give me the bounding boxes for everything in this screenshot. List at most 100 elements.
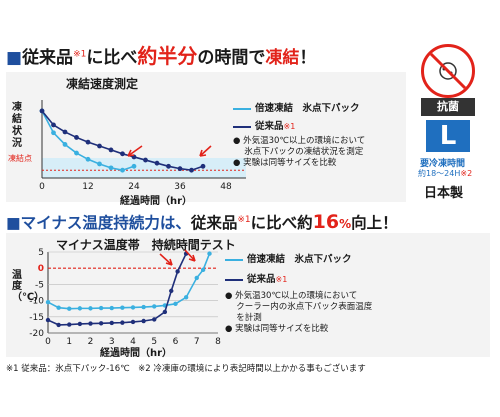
chart-1-point-1-5 (97, 143, 102, 149)
headline-1-mark: ■ (6, 48, 23, 68)
chart-1-note-3: ● 実験は同等サイズを比較 (233, 158, 337, 168)
chart-2-point-1-6 (109, 320, 114, 326)
chart-2-point-1-0 (45, 317, 51, 323)
chart-2-point-0-2 (67, 306, 72, 311)
chart-2-x-tick: 0 (45, 337, 51, 347)
chart-2-note-1: ● 外気温30℃以上の環境において (225, 291, 358, 301)
chart-1-point-0-7 (120, 167, 125, 173)
chart-1-point-0-8 (131, 163, 137, 169)
chart-2-y-tick: 5 (38, 248, 44, 258)
headline-2-part3: に比べ約 (250, 214, 313, 232)
freeze-time: 約18〜24H※2 (418, 168, 472, 179)
chart-1-point-1-6 (108, 147, 114, 153)
chart-2-x-tick: 6 (173, 337, 179, 347)
chart-2-x-tick: 1 (66, 337, 72, 347)
chart-1-freeze-point-label: 凍結点 (8, 154, 32, 163)
freeze-time-value: 約18〜24H (418, 169, 461, 178)
headline-2-unit: % (339, 217, 352, 231)
chart-1-point-1-7 (120, 151, 125, 157)
headline-1-part3: の時間で (197, 48, 266, 68)
legend-label: 倍速凍結 氷点下パック (247, 254, 352, 265)
antibacterial-badge: 抗菌 (421, 98, 475, 116)
legend-label: 従来品 (255, 121, 284, 132)
chart-2-note-4: ● 実験は同等サイズを比較 (225, 324, 329, 334)
headline-2: ■マイナス温度持続力は、従来品※1に比べ約16%向上！ (6, 211, 398, 233)
chart-2-point-0-8 (130, 305, 136, 310)
chart-2-x-tick: 7 (194, 337, 200, 347)
chart-2-point-1-8 (130, 319, 136, 325)
chart-2-arrow-fast (184, 249, 196, 262)
chart-2-point-0-13 (183, 295, 189, 300)
chart-2-point-0-5 (98, 305, 104, 311)
chart-1-point-0-5 (97, 161, 102, 167)
chart-2-x-tick: 4 (130, 337, 136, 347)
chart-2-legend: 倍速凍結 氷点下パック 従来品※1 (225, 251, 352, 285)
size-badge: L (426, 120, 470, 152)
chart-1-point-1-0 (39, 108, 45, 114)
chart-1-x-tick: 36 (174, 182, 186, 192)
chart-2-point-0-16 (207, 251, 212, 256)
chart-2-point-0-1 (56, 305, 61, 310)
chart-2-point-1-11 (162, 309, 168, 315)
chart-2-point-1-1 (56, 322, 61, 328)
chart-2-x-tick: 5 (151, 337, 157, 347)
legend-label: 従来品 (247, 274, 276, 285)
legend-note: ※1 (283, 122, 296, 131)
chart-1-legend-item-conventional: 従来品※1 (233, 118, 360, 132)
headline-1-emph2: 凍結 (265, 48, 300, 68)
headline-2-part2: 従来品 (190, 214, 238, 232)
freeze-time-label: 要冷凍時間 (420, 159, 466, 169)
chart-2-x-label: 経過時間（hr） (100, 348, 173, 359)
headline-1: ■従来品※1に比べ約半分の時間で凍結！ (6, 40, 316, 69)
chart-1-point-1-12 (177, 166, 183, 172)
chart-2-y-tick: 0 (38, 264, 44, 274)
chart-2-x-tick: 3 (109, 337, 115, 347)
chart-2-note-3: を計測 (225, 313, 262, 323)
chart-2-point-0-0 (45, 300, 51, 305)
chart-1-legend-item-fast: 倍速凍結 氷点下パック (233, 100, 360, 114)
chart-2-point-1-7 (120, 320, 125, 325)
chart-1-point-0-2 (62, 142, 68, 147)
chart-2-point-1-4 (88, 321, 93, 326)
chart-2-point-1-13 (175, 269, 180, 274)
headline-1-part2: に比べ (86, 48, 138, 68)
chart-1-legend: 倍速凍結 氷点下パック 従来品※1 (233, 100, 360, 132)
chart-2-point-0-6 (109, 305, 114, 311)
chart-2-y-label: 温度（℃） (12, 270, 44, 303)
legend-swatch (225, 258, 243, 261)
chart-1-point-1-2 (62, 129, 68, 135)
chart-2-point-0-15 (200, 267, 206, 273)
chart-1-point-1-11 (166, 163, 171, 169)
legend-swatch (225, 278, 243, 281)
chart-1-title: 凍結速度測定 (66, 77, 139, 91)
legend-swatch (233, 107, 251, 110)
made-in-japan: 日本製 (424, 186, 464, 201)
chart-2-legend-item-fast: 倍速凍結 氷点下パック (225, 251, 352, 265)
chart-2-point-0-10 (152, 304, 157, 309)
chart-2-point-1-5 (98, 321, 104, 326)
chart-1-y-label: 凍結状況 (12, 102, 22, 149)
chart-1-note-2: 氷点下パックの凍結状況を測定 (233, 147, 364, 157)
chart-1-note-1: ● 外気温30℃以上の環境において (233, 136, 366, 146)
bacteria-prohibited-icon (429, 52, 467, 90)
chart-2-point-0-9 (141, 304, 146, 310)
chart-2-legend-item-conventional: 従来品※1 (225, 271, 352, 285)
chart-2-point-0-7 (120, 305, 125, 310)
headline-1-end: ！ (299, 48, 317, 68)
chart-2-y-tick: -5 (35, 280, 44, 290)
chart-1-arrow-fast (127, 145, 143, 157)
chart-1-notes: ● 外気温30℃以上の環境において 氷点下パックの凍結状況を測定 ● 実験は同等… (233, 136, 365, 169)
chart-1-x-tick: 0 (39, 182, 45, 192)
chart-2-x-tick: 8 (215, 337, 221, 347)
chart-1-point-1-14 (200, 163, 206, 169)
chart-1-point-1-4 (85, 139, 91, 145)
chart-2-point-1-10 (152, 317, 157, 322)
chart-1-point-1-10 (154, 160, 160, 166)
chart-1-x-tick: 48 (220, 182, 232, 192)
chart-2-y-tick: -20 (29, 329, 44, 339)
chart-2-y-tick: -15 (29, 313, 44, 323)
headline-1-note: ※1 (73, 49, 87, 60)
chart-1-x-label: 経過時間（hr） (120, 196, 193, 207)
